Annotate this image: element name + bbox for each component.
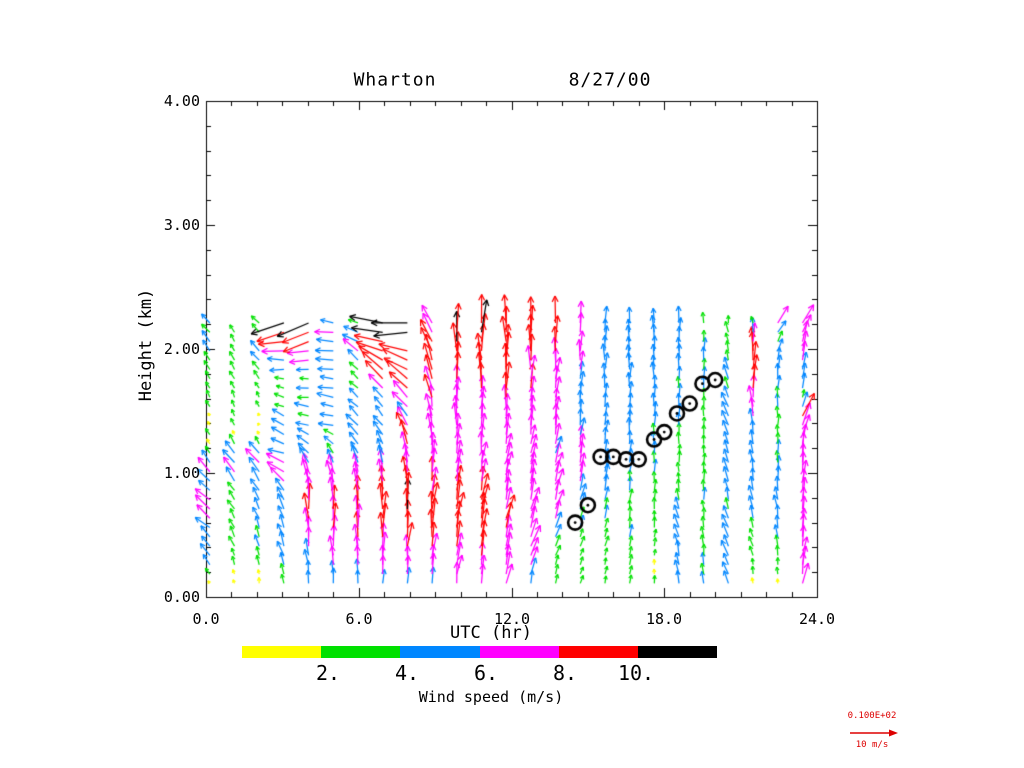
colorbar-segment-1	[321, 646, 401, 658]
x-tick-24: 24.0	[798, 610, 836, 628]
y-axis-title: Height (km)	[136, 288, 156, 402]
y-tick-0: 0.00	[163, 588, 200, 606]
x-tick-12: 12.0	[493, 610, 531, 628]
reference-vector-value: 0.100E+02	[847, 711, 897, 721]
wind-speed-colorbar	[242, 646, 718, 658]
colorbar-caption: Wind speed (m/s)	[418, 688, 564, 706]
y-tick-4: 4.00	[163, 92, 200, 110]
colorbar-segment-4	[558, 646, 638, 658]
colorbar-segment-0	[242, 646, 322, 658]
colorbar-label-2: 2.	[315, 661, 341, 685]
reference-vector-units: 10 m/s	[855, 740, 889, 750]
colorbar-segment-3	[479, 646, 559, 658]
reference-vector-arrow-icon	[850, 729, 898, 737]
colorbar-label-6: 6.	[473, 661, 499, 685]
y-tick-1: 1.00	[163, 464, 200, 482]
x-axis-title: UTC (hr)	[450, 623, 532, 643]
colorbar-segment-5	[637, 646, 718, 658]
date-title: 8/27/00	[568, 69, 652, 91]
y-tick-2: 2.00	[163, 340, 200, 358]
site-title: Wharton	[353, 69, 437, 91]
y-tick-3: 3.00	[163, 216, 200, 234]
colorbar-segment-2	[400, 646, 480, 658]
colorbar-label-4: 4.	[394, 661, 420, 685]
x-tick-6: 6.0	[345, 610, 373, 628]
x-tick-0: 0.0	[192, 610, 220, 628]
colorbar-label-8: 8.	[552, 661, 578, 685]
colorbar-label-10: 10.	[617, 661, 655, 685]
x-tick-18: 18.0	[645, 610, 683, 628]
